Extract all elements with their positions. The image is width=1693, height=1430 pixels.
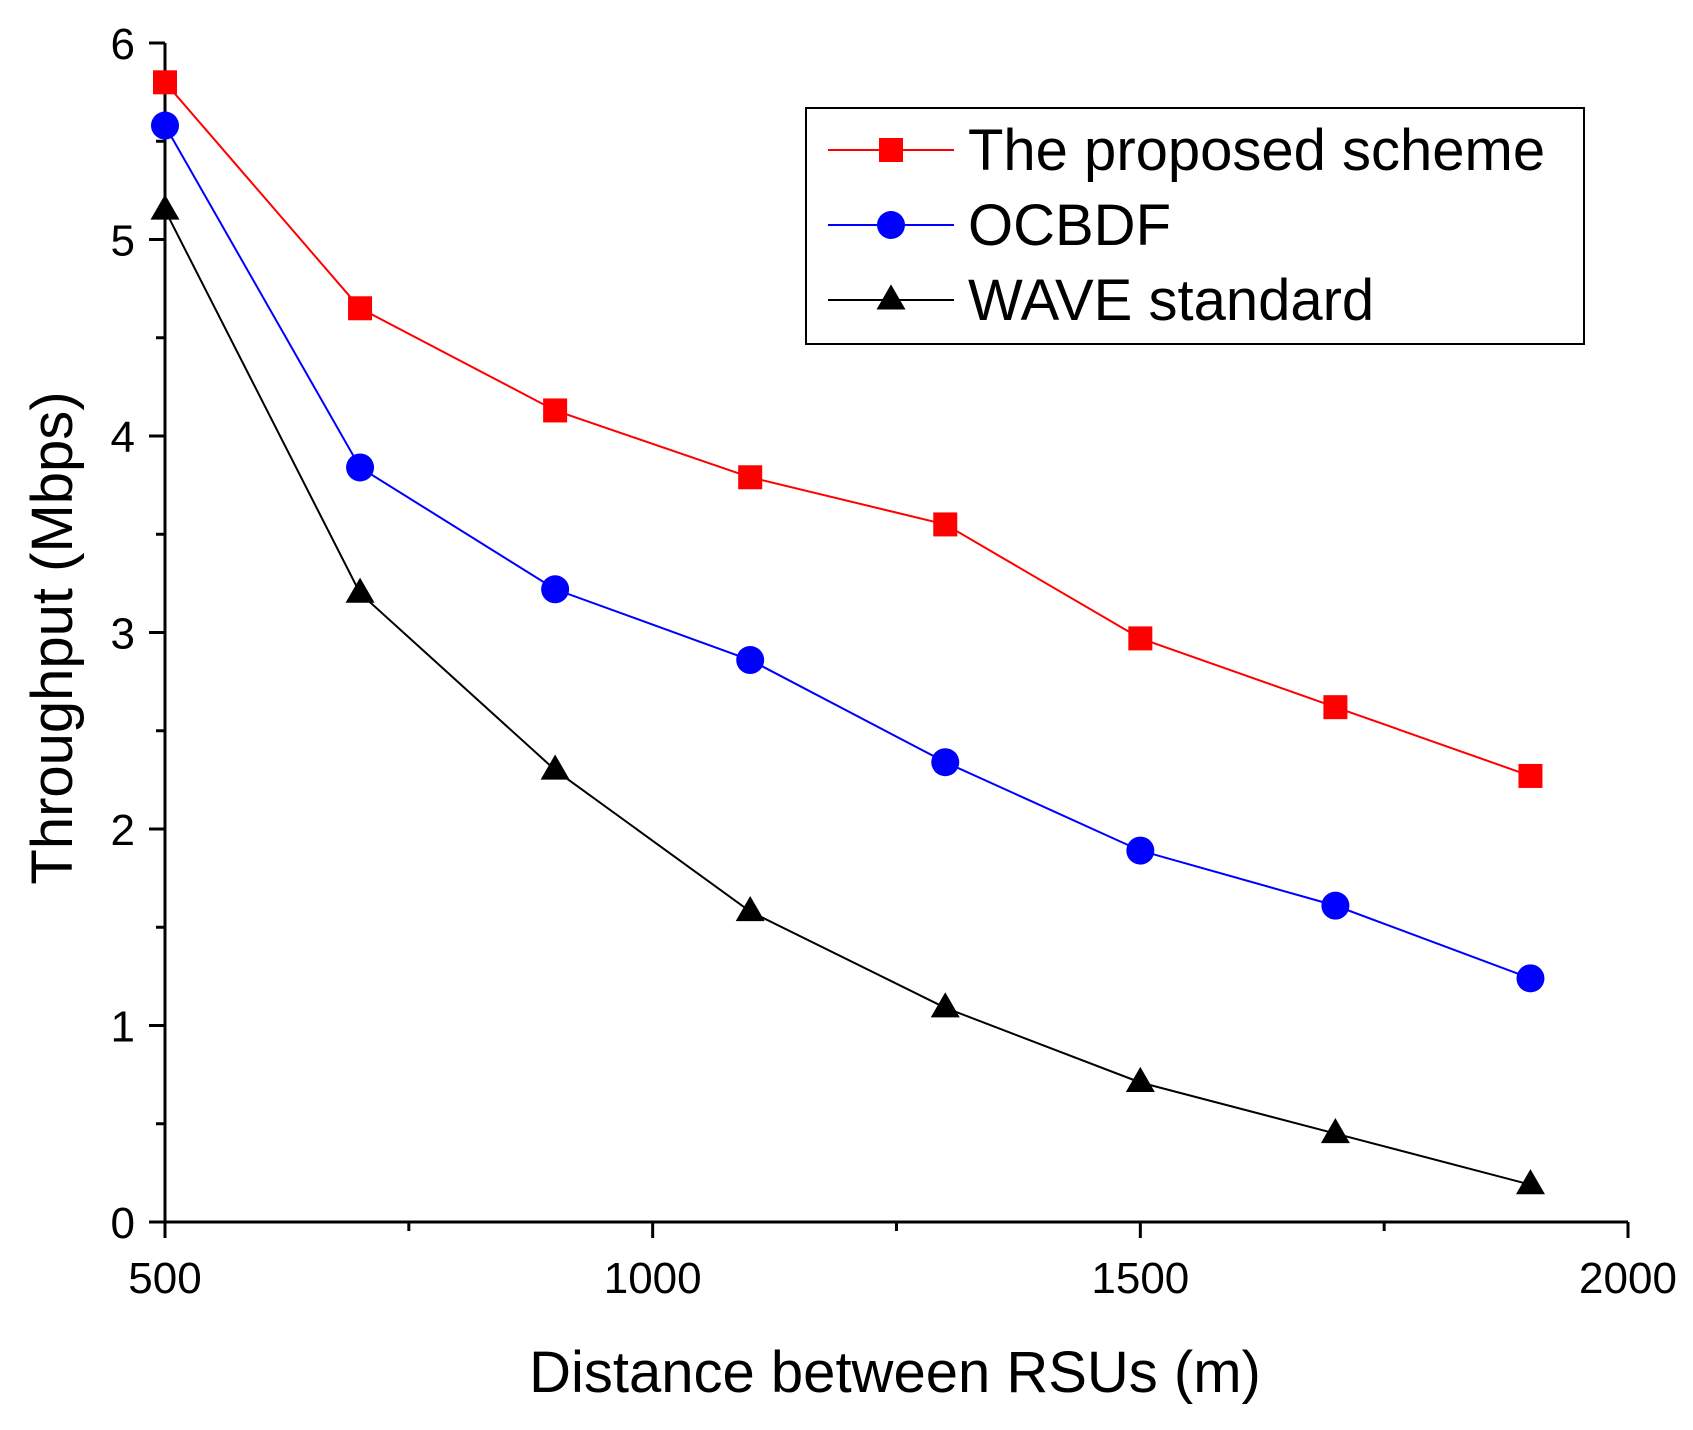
y-axis-title: Throughput (Mbps) [20,391,85,884]
data-point-the-proposed-scheme [543,398,568,423]
series-the-proposed-scheme [153,70,1543,788]
y-tick-label: 1 [111,1003,135,1052]
data-point-the-proposed-scheme [1323,695,1348,720]
data-point-ocbdf [1126,836,1155,865]
data-point-wave-standard [345,577,375,603]
x-tick-label: 1000 [604,1254,702,1303]
series-line-wave-standard [164,209,1531,1186]
data-point-ocbdf [346,453,375,482]
data-point-ocbdf [931,748,960,777]
series-line-the-proposed-scheme [164,81,1531,777]
legend-label-the-proposed-scheme: The proposed scheme [968,118,1545,183]
data-point-ocbdf [1321,891,1350,920]
data-point-ocbdf [151,111,179,140]
data-point-wave-standard [540,754,570,780]
data-point-the-proposed-scheme [1518,763,1543,788]
x-tick-label: 500 [128,1254,201,1303]
data-point-wave-standard [930,992,960,1018]
data-point-wave-standard [150,194,180,220]
data-point-the-proposed-scheme [348,296,373,321]
series-wave-standard [150,194,1545,1195]
series-layer [150,70,1545,1195]
data-point-the-proposed-scheme [153,70,177,95]
x-tick-label: 2000 [1579,1254,1677,1303]
data-point-the-proposed-scheme [1128,626,1153,651]
axes: 500 1000 1500 2000 0 1 2 3 4 5 6 [111,20,1677,1303]
data-point-ocbdf [541,575,570,604]
legend-marker-wave-standard [876,284,906,310]
y-tick-label: 0 [111,1199,135,1248]
legend-label-ocbdf: OCBDF [968,193,1171,258]
y-tick-label: 4 [111,413,135,462]
data-point-the-proposed-scheme [738,465,763,490]
legend: The proposed scheme OCBDF WAVE standard [805,107,1585,345]
y-tick-label: 6 [111,20,135,69]
data-point-wave-standard [1320,1118,1350,1144]
series-ocbdf [151,111,1545,993]
data-point-wave-standard [1125,1066,1155,1093]
legend-label-wave-standard: WAVE standard [968,268,1374,333]
y-tick-label: 3 [111,610,135,659]
series-line-ocbdf [164,125,1531,980]
data-point-ocbdf [736,646,765,675]
data-point-wave-standard [735,895,765,922]
y-tick-label: 2 [111,806,135,855]
x-tick-label: 1500 [1091,1254,1189,1303]
data-point-ocbdf [1516,964,1545,993]
x-axis-title: Distance between RSUs (m) [529,1340,1261,1405]
data-point-wave-standard [1515,1169,1545,1195]
y-tick-label: 5 [111,217,135,266]
data-point-the-proposed-scheme [933,512,958,537]
legend-marker-ocbdf [877,211,905,239]
legend-marker-the-proposed-scheme [879,138,903,162]
